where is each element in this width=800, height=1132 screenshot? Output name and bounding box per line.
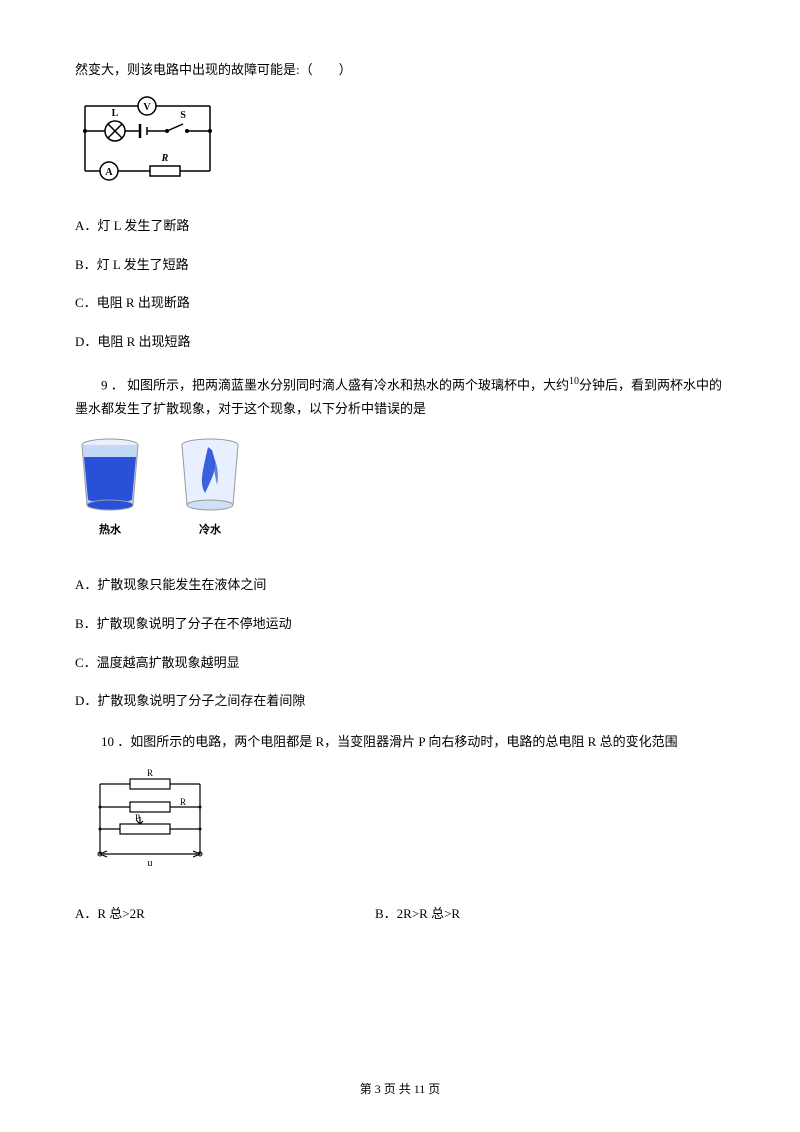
q10-option-b: B．2R>R 总>R bbox=[375, 904, 725, 925]
label-u: u bbox=[148, 858, 153, 869]
q9-water-cups: 热水 冷水 bbox=[75, 435, 275, 555]
q9-sup: 10 bbox=[569, 376, 579, 387]
q8-option-d: D．电阻 R 出现短路 bbox=[75, 332, 725, 353]
label-s: S bbox=[180, 110, 186, 121]
q10-stem-text: 如图所示的电路，两个电阻都是 R，当变阻器滑片 P 向右移动时，电路的总电阻 R… bbox=[130, 734, 677, 749]
label-r2: R bbox=[180, 797, 186, 807]
q10-stem: 10 ．如图所示的电路，两个电阻都是 R，当变阻器滑片 P 向右移动时，电路的总… bbox=[75, 730, 725, 753]
q9-stem-part1: 如图所示，把两滴蓝墨水分别同时滴人盛有冷水和热水的两个玻璃杯中，大约 bbox=[127, 377, 569, 392]
q9-option-b: B．扩散现象说明了分子在不停地运动 bbox=[75, 614, 725, 635]
q10-options-row: A．R 总>2R B．2R>R 总>R bbox=[75, 904, 725, 925]
q8-circuit-diagram: L S V A R bbox=[75, 96, 235, 196]
q9-option-c: C．温度越高扩散现象越明显 bbox=[75, 653, 725, 674]
q8-option-a: A．灯 L 发生了断路 bbox=[75, 216, 725, 237]
cold-water-cup bbox=[175, 435, 245, 515]
q9-option-d: D．扩散现象说明了分子之间存在着间隙 bbox=[75, 691, 725, 712]
label-r: R bbox=[161, 153, 169, 164]
q10-circuit-diagram: R R P u bbox=[85, 769, 225, 879]
q9-number: 9 ． bbox=[101, 377, 124, 392]
hot-water-cup bbox=[75, 435, 145, 515]
cold-water-label: 冷水 bbox=[199, 521, 221, 537]
page-footer: 第 3 页 共 11 页 bbox=[0, 1080, 800, 1097]
q8-option-c: C．电阻 R 出现断路 bbox=[75, 293, 725, 314]
q9-option-a: A．扩散现象只能发生在液体之间 bbox=[75, 575, 725, 596]
label-l: L bbox=[112, 108, 119, 119]
q8-continuation: 然变大，则该电路中出现的故障可能是:（ ） bbox=[75, 60, 725, 81]
label-a: A bbox=[105, 167, 113, 178]
q10-number: 10 ． bbox=[101, 734, 130, 749]
q8-option-b: B．灯 L 发生了短路 bbox=[75, 255, 725, 276]
hot-water-label: 热水 bbox=[99, 521, 121, 537]
q10-option-a: A．R 总>2R bbox=[75, 904, 375, 925]
label-r1: R bbox=[147, 769, 153, 778]
label-v: V bbox=[143, 102, 151, 113]
q9-stem: 9 ． 如图所示，把两滴蓝墨水分别同时滴人盛有冷水和热水的两个玻璃杯中，大约10… bbox=[75, 373, 725, 420]
